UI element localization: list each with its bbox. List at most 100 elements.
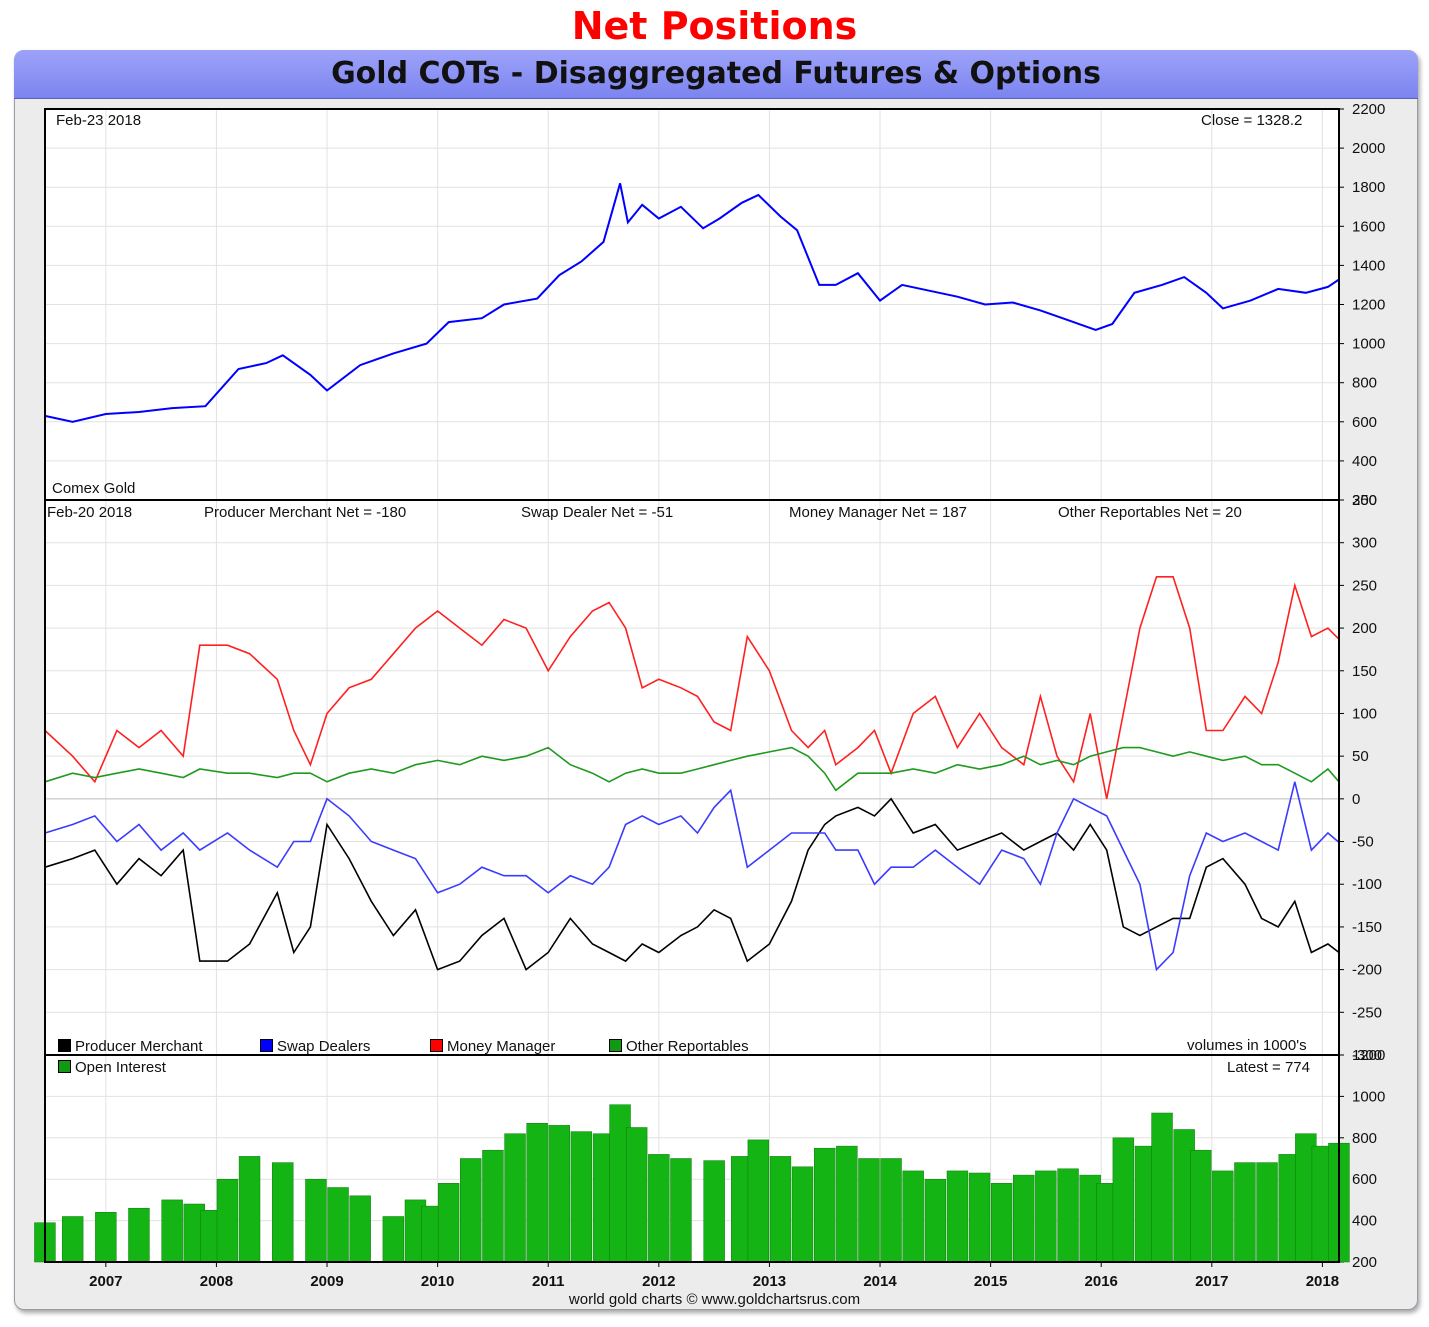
oi-bar-27 <box>670 1158 692 1263</box>
oi-bar-40 <box>968 1172 991 1263</box>
oi-bar-35 <box>858 1158 880 1263</box>
price-date-label: Feb-23 2018 <box>56 112 142 129</box>
legend-oi-swatch <box>58 1060 71 1073</box>
price-close-label: Close = 1328.2 <box>1201 112 1303 129</box>
legend-producer-text: Producer Merchant <box>75 1038 203 1055</box>
ytick-label-1-150: 150 <box>1352 663 1377 680</box>
oi-bar-10 <box>305 1178 327 1263</box>
oi-bar-20 <box>526 1123 548 1263</box>
ytick-label-0-1600: 1600 <box>1352 218 1385 235</box>
oi-bar-9 <box>272 1162 294 1263</box>
ytick-label-1--300: -300 <box>1352 1047 1382 1064</box>
xtick-label-2017: 2017 <box>1195 1273 1228 1290</box>
oi-bar-25 <box>625 1127 648 1263</box>
ytick-label-0-200: 200 <box>1352 492 1377 509</box>
legend-other: Other Reportables <box>609 1038 749 1055</box>
legend-other-text: Other Reportables <box>626 1038 749 1055</box>
ytick-label-1--200: -200 <box>1352 962 1382 979</box>
xtick-label-2008: 2008 <box>200 1273 233 1290</box>
swap-net-label: Swap Dealer Net = -51 <box>521 504 674 521</box>
money-net-label: Money Manager Net = 187 <box>789 504 968 521</box>
oi-bar-39 <box>946 1170 969 1263</box>
oi-bar-19 <box>504 1133 526 1263</box>
xtick-label-2012: 2012 <box>642 1273 675 1290</box>
oi-bar-37 <box>902 1170 924 1263</box>
oi-bar-42 <box>1013 1174 1035 1263</box>
oi-bar-38 <box>924 1178 947 1263</box>
oi-bar-7 <box>216 1178 239 1263</box>
legend-money: Money Manager <box>430 1038 555 1055</box>
ytick-label-0-600: 600 <box>1352 414 1377 431</box>
ytick-label-0-400: 400 <box>1352 453 1377 470</box>
xtick-label-2009: 2009 <box>310 1273 343 1290</box>
ytick-label-0-1400: 1400 <box>1352 257 1385 274</box>
other-net-label: Other Reportables Net = 20 <box>1058 504 1242 521</box>
oi-bar-52 <box>1212 1170 1234 1263</box>
oi-bar-51 <box>1190 1149 1212 1263</box>
xtick-label-2007: 2007 <box>89 1273 122 1290</box>
xtick-label-2015: 2015 <box>974 1273 1007 1290</box>
oi-latest-label: Latest = 774 <box>1227 1059 1310 1076</box>
page-top-title: Net Positions <box>571 4 858 48</box>
legend-swap: Swap Dealers <box>260 1038 370 1055</box>
series-line-money-manager <box>44 575 1340 799</box>
ytick-label-2-400: 400 <box>1352 1213 1377 1230</box>
ytick-label-2-800: 800 <box>1352 1130 1377 1147</box>
oi-bar-16 <box>437 1183 460 1263</box>
oi-bar-43 <box>1035 1170 1057 1263</box>
ytick-label-0-1200: 1200 <box>1352 297 1385 314</box>
ytick-label-2-600: 600 <box>1352 1171 1377 1188</box>
oi-bar-18 <box>482 1149 504 1263</box>
legend-money-swatch <box>430 1039 443 1052</box>
ytick-label-2-200: 200 <box>1352 1254 1377 1271</box>
footer-credit: world gold charts © www.goldchartsrus.co… <box>568 1291 861 1308</box>
ytick-label-1-250: 250 <box>1352 577 1377 594</box>
chart-header-band <box>14 50 1418 99</box>
ytick-label-1-0: 0 <box>1352 791 1360 808</box>
ytick-label-0-1000: 1000 <box>1352 336 1385 353</box>
legend-swap-text: Swap Dealers <box>277 1038 371 1055</box>
producer-net-label: Producer Merchant Net = -180 <box>204 504 407 521</box>
ytick-label-1-200: 200 <box>1352 620 1377 637</box>
oi-bar-2 <box>95 1212 117 1263</box>
ytick-label-1-350: 350 <box>1352 492 1377 509</box>
gold-price-line <box>44 183 1340 423</box>
oi-bar-44 <box>1057 1168 1079 1263</box>
oi-bar-49 <box>1151 1112 1173 1263</box>
legend-producer-swatch <box>58 1039 71 1052</box>
ytick-label-0-2000: 2000 <box>1352 140 1385 157</box>
xtick-label-2010: 2010 <box>421 1273 454 1290</box>
oi-bar-17 <box>460 1158 482 1263</box>
oi-bar-11 <box>327 1187 349 1263</box>
ytick-label-2-1000: 1000 <box>1352 1088 1385 1105</box>
oi-bar-3 <box>128 1207 150 1263</box>
xtick-label-2016: 2016 <box>1085 1273 1118 1290</box>
ytick-label-2-1200: 1200 <box>1352 1047 1385 1064</box>
ytick-label-1--50: -50 <box>1352 834 1374 851</box>
xtick-label-2011: 2011 <box>532 1273 565 1290</box>
ytick-label-0-800: 800 <box>1352 375 1377 392</box>
xtick-label-2018: 2018 <box>1306 1273 1339 1290</box>
oi-bar-34 <box>836 1145 858 1263</box>
oi-bar-4 <box>161 1199 183 1263</box>
oi-bar-12 <box>349 1195 371 1263</box>
panel-1-bg <box>45 500 1339 1055</box>
oi-bar-21 <box>548 1125 570 1263</box>
ytick-label-1--150: -150 <box>1352 919 1382 936</box>
units-label: volumes in 1000's <box>1187 1037 1307 1054</box>
price-series-label: Comex Gold <box>52 480 136 497</box>
oi-bar-54 <box>1256 1162 1278 1263</box>
oi-bar-13 <box>382 1216 405 1263</box>
oi-bar-32 <box>791 1166 814 1263</box>
legend-oi-text: Open Interest <box>75 1059 166 1076</box>
series-line-swap-dealers <box>44 781 1340 972</box>
oi-bar-8 <box>238 1156 261 1263</box>
xtick-label-2013: 2013 <box>753 1273 786 1290</box>
legend-producer: Producer Merchant <box>58 1038 203 1055</box>
oi-bar-26 <box>648 1154 670 1263</box>
legend-other-swatch <box>609 1039 622 1052</box>
ytick-label-0-2200: 2200 <box>1352 101 1385 118</box>
legend-money-text: Money Manager <box>447 1038 556 1055</box>
oi-bar-1 <box>61 1216 84 1263</box>
